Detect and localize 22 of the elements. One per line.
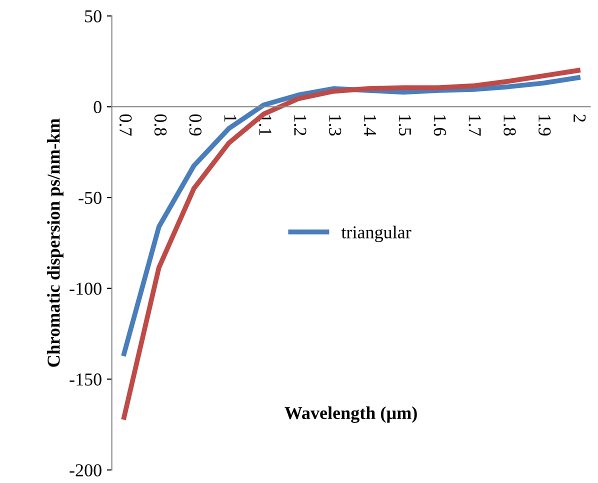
legend-label: triangular (341, 226, 412, 242)
x-tick-label: 1.9 (538, 115, 551, 136)
x-tick-label: 1 (224, 115, 236, 122)
y-tick-label: 0 (94, 101, 102, 114)
y-tick-label: 50 (85, 10, 102, 22)
x-axis-title: Wavelength (µm) (284, 406, 417, 423)
x-tick-label: 1.3 (328, 115, 342, 136)
x-tick-label: 1.2 (294, 115, 306, 136)
y-tick-label: -100 (70, 282, 102, 295)
y-tick-label: -200 (70, 464, 102, 476)
x-tick-label: 0.7 (119, 114, 132, 136)
x-tick-label: 1.7 (468, 115, 481, 136)
x-tick-label: 0.9 (189, 114, 202, 136)
y-tick-label: -150 (70, 373, 102, 386)
x-tick-label: 0.8 (154, 114, 167, 136)
x-tick-label: 1.8 (504, 115, 516, 136)
x-tick-label: 2 (574, 114, 586, 122)
x-tick-label: 1.6 (434, 115, 446, 136)
y-axis-title: Chromatic dispersion ps/nm-km (47, 118, 64, 367)
y-tick-label: -50 (78, 192, 102, 204)
x-tick-label: 1.4 (364, 115, 376, 136)
x-tick-label: 1.5 (398, 115, 411, 136)
